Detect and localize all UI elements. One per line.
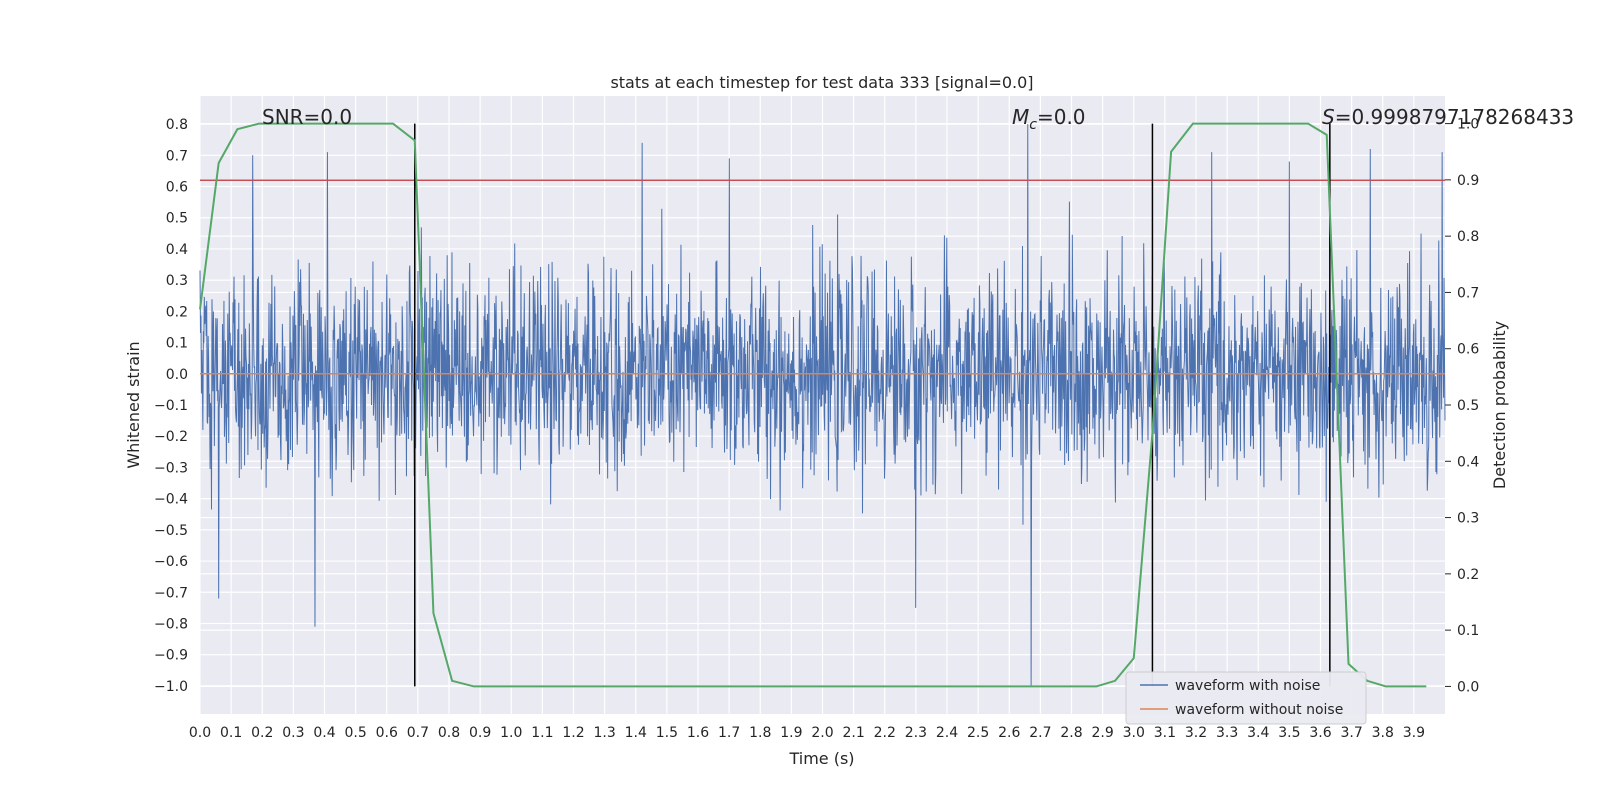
series-detection-probability (199, 122, 1427, 688)
y2-tick-label: 0.3 (1457, 511, 1479, 527)
x-tick-label: 2.2 (874, 725, 896, 741)
y2-tick-label: 1.0 (1457, 117, 1479, 133)
x-tick-label: 3.9 (1403, 725, 1425, 741)
legend-label-clean: waveform without noise (1175, 702, 1343, 718)
annotation-snr: SNR=0.0 (262, 105, 352, 129)
x-axis-label: Time (s) (788, 749, 854, 768)
y-tick-label: −0.4 (154, 492, 188, 508)
x-tick-label: 0.0 (189, 725, 211, 741)
x-tick-label: 1.1 (531, 725, 553, 741)
noise-series (199, 124, 1446, 686)
overlay (199, 122, 1445, 688)
x-tick-label: 1.8 (749, 725, 771, 741)
series-waveform-with-noise (199, 124, 1446, 686)
legend-label-noise: waveform with noise (1175, 678, 1320, 694)
y2-tick-label: 0.7 (1457, 285, 1479, 301)
y2-ticks: 1.0 0.9 0.8 0.7 0.6 0.5 0.4 0.3 0.2 0.1 0.0 (1445, 117, 1479, 695)
legend: waveform with noise waveform without noi… (1125, 671, 1367, 725)
x-tick-label: 3.2 (1185, 725, 1207, 741)
x-tick-label: 3.4 (1247, 725, 1269, 741)
y-tick-label: 0.1 (166, 336, 188, 352)
y2-axis-label: Detection probability (1490, 321, 1509, 489)
annotation-chirp-mass-symbol: M (1012, 105, 1029, 129)
x-tick-label: 0.4 (313, 725, 335, 741)
grid (199, 96, 1445, 714)
y-tick-label: 0.4 (166, 242, 188, 258)
annotation-chirp-mass-subscript: c (1029, 117, 1037, 133)
x-tick-label: 3.7 (1340, 725, 1362, 741)
y-tick-label: 0.7 (166, 148, 188, 164)
x-tick-label: 0.7 (407, 725, 429, 741)
x-tick-label: 2.6 (998, 725, 1020, 741)
x-tick-label: 2.3 (905, 725, 927, 741)
x-tick-label: 1.4 (625, 725, 647, 741)
x-tick-label: 3.8 (1372, 725, 1394, 741)
y-tick-label: −0.1 (154, 398, 188, 414)
y-tick-label: 0.5 (166, 211, 188, 227)
y2-tick-label: 0.9 (1457, 173, 1479, 189)
y-tick-label: −0.3 (154, 460, 188, 476)
x-tick-label: 2.9 (1091, 725, 1113, 741)
y2-tick-label: 0.4 (1457, 454, 1479, 470)
y-tick-label: −0.5 (154, 523, 188, 539)
y2-tick-label: 0.5 (1457, 398, 1479, 414)
x-tick-label: 3.0 (1123, 725, 1145, 741)
y-tick-label: 0.2 (166, 304, 188, 320)
x-tick-label: 1.2 (562, 725, 584, 741)
x-tick-label: 0.3 (282, 725, 304, 741)
annotation-s-value: =0.9998797178268433 (1335, 105, 1574, 129)
x-tick-label: 2.1 (842, 725, 864, 741)
x-tick-label: 1.9 (780, 725, 802, 741)
y-tick-label: −0.8 (154, 616, 188, 632)
x-tick-label: 1.6 (687, 725, 709, 741)
y-tick-label: 0.3 (166, 273, 188, 289)
annotation-chirp-mass: Mc=0.0 (1012, 105, 1086, 133)
x-tick-label: 0.1 (220, 725, 242, 741)
x-ticks: 0.0 0.1 0.2 0.3 0.4 0.5 0.6 0.7 0.8 0.9 1.0 1.1 1.2 1… (189, 725, 1425, 741)
y-axis-label: Whitened strain (124, 341, 143, 468)
x-tick-label: 3.1 (1154, 725, 1176, 741)
y2-tick-label: 0.2 (1457, 567, 1479, 583)
y2-tick-label: 0.6 (1457, 342, 1479, 358)
y-tick-label: 0.6 (166, 180, 188, 196)
x-tick-label: 0.2 (251, 725, 273, 741)
x-tick-label: 0.6 (376, 725, 398, 741)
x-tick-label: 2.8 (1060, 725, 1082, 741)
x-tick-label: 3.3 (1216, 725, 1238, 741)
x-tick-label: 2.4 (936, 725, 958, 741)
y-tick-label: −1.0 (154, 679, 188, 695)
y-tick-label: −0.9 (154, 648, 188, 664)
x-tick-label: 3.6 (1309, 725, 1331, 741)
x-tick-label: 2.7 (1029, 725, 1051, 741)
y-tick-label: 0.0 (166, 367, 188, 383)
x-tick-label: 1.0 (500, 725, 522, 741)
annotation-s-symbol: S (1322, 105, 1335, 129)
x-tick-label: 1.5 (656, 725, 678, 741)
x-tick-label: 1.7 (718, 725, 740, 741)
y2-tick-label: 0.8 (1457, 229, 1479, 245)
y2-tick-label: 0.1 (1457, 623, 1479, 639)
y-tick-label: −0.6 (154, 554, 188, 570)
y2-tick-label: 0.0 (1457, 679, 1479, 695)
x-tick-label: 3.5 (1278, 725, 1300, 741)
x-tick-label: 2.0 (811, 725, 833, 741)
y-tick-label: −0.2 (154, 429, 188, 445)
x-tick-label: 0.8 (438, 725, 460, 741)
y-tick-label: −0.7 (154, 585, 188, 601)
y-ticks: 0.8 0.7 0.6 0.5 0.4 0.3 0.2 0.1 0.0 −0.1 −0.2 −0.3 −… (154, 117, 188, 695)
annotation-chirp-mass-value: =0.0 (1037, 105, 1086, 129)
chart-title: stats at each timestep for test data 333… (610, 73, 1033, 92)
x-tick-label: 1.3 (593, 725, 615, 741)
x-tick-label: 0.5 (344, 725, 366, 741)
y-tick-label: 0.8 (166, 117, 188, 133)
legend-box (1125, 671, 1367, 725)
x-tick-label: 2.5 (967, 725, 989, 741)
annotation-s: S=0.9998797178268433 (1322, 105, 1574, 129)
x-tick-label: 0.9 (469, 725, 491, 741)
